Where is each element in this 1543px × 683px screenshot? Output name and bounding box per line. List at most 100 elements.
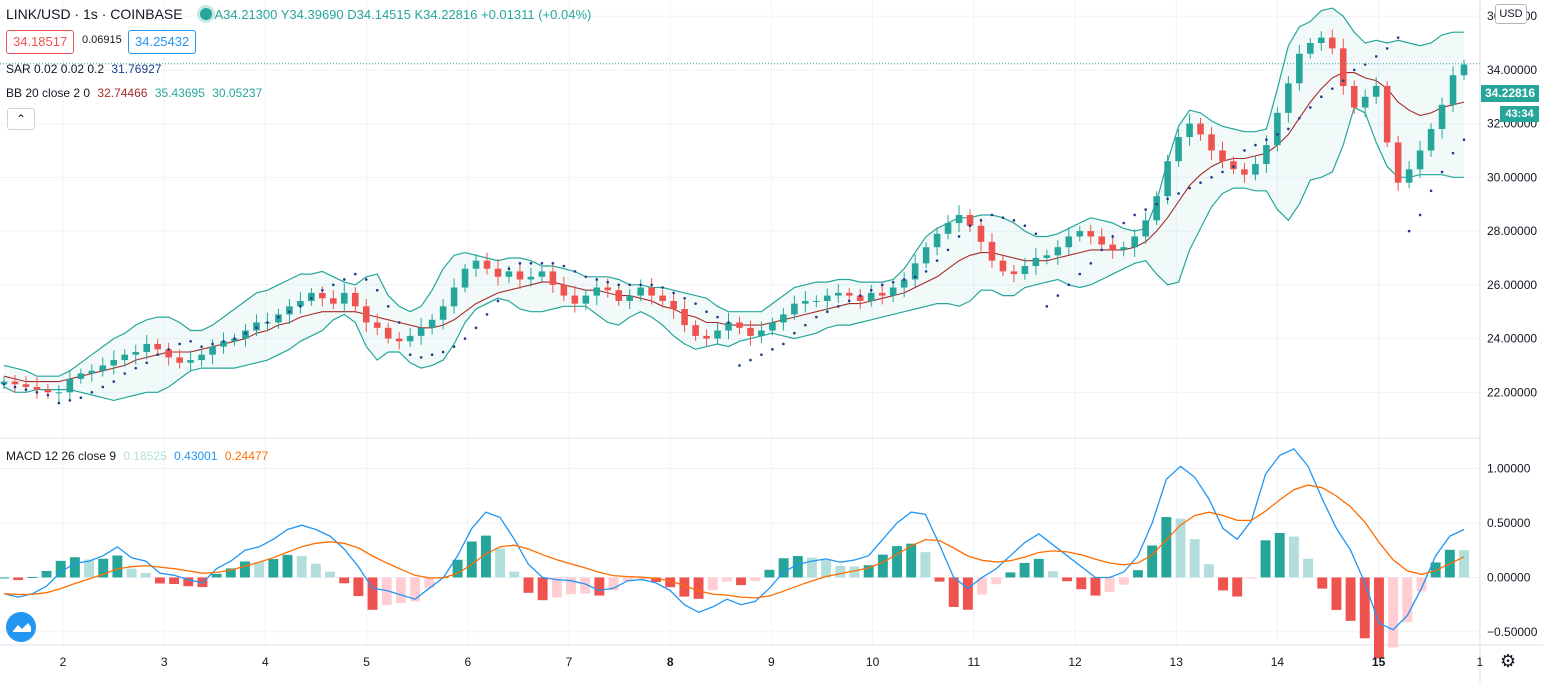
- macd-hist-bar: [1232, 577, 1243, 597]
- candle-body: [1263, 145, 1270, 164]
- candle-body: [878, 292, 886, 296]
- sar-dot: [1309, 106, 1312, 109]
- macd-hist-bar: [1430, 562, 1441, 578]
- candle-body: [187, 360, 194, 363]
- macd-hist-bar: [27, 576, 38, 578]
- candle-body: [1043, 255, 1051, 258]
- time-tick-label: 15: [1372, 655, 1386, 669]
- collapse-legend-button[interactable]: ⌃: [7, 108, 35, 130]
- sar-dot: [386, 305, 390, 308]
- candle-body: [560, 284, 568, 296]
- sar-dot: [343, 278, 346, 281]
- candle-body: [648, 287, 655, 296]
- sar-dot: [507, 267, 511, 271]
- macd-hist-bar: [1317, 577, 1328, 589]
- candle-body: [988, 241, 996, 261]
- sar-dot: [167, 348, 170, 351]
- macd-hist-bar: [282, 554, 293, 578]
- sar-dot: [1012, 219, 1016, 222]
- candle-body: [1175, 137, 1182, 162]
- sar-legend[interactable]: SAR 0.02 0.02 0.2 31.76927: [6, 62, 161, 76]
- macd-hist-bar: [608, 577, 619, 591]
- sar-dot: [1462, 138, 1466, 142]
- sar-dot: [1210, 176, 1213, 179]
- candle-body: [1153, 196, 1160, 221]
- sar-dot: [233, 337, 236, 340]
- macd-tick-label: 0.00000: [1487, 570, 1531, 584]
- macd-hist-bar: [1133, 570, 1143, 578]
- currency-unit-button[interactable]: USD: [1495, 4, 1527, 24]
- macd-hist-bar: [807, 557, 817, 578]
- macd-legend[interactable]: MACD 12 26 close 9 0.18525 0.43001 0.244…: [6, 449, 268, 463]
- sar-dot: [1298, 116, 1301, 120]
- parabolic-sar-series: [2, 36, 1466, 405]
- candle-body: [1109, 244, 1117, 250]
- sar-dot: [771, 348, 774, 351]
- macd-hist-bar: [636, 577, 647, 580]
- macd-hist-bar: [693, 577, 704, 599]
- candle-body: [1065, 236, 1073, 248]
- candle-body: [341, 292, 348, 304]
- candle-body: [615, 290, 623, 301]
- sar-dot: [1133, 213, 1136, 217]
- sar-dot: [1089, 262, 1093, 265]
- macd-hist-bar: [268, 559, 279, 578]
- macd-hist-bar: [1019, 562, 1030, 578]
- candle-body: [461, 268, 469, 288]
- sar-dot: [1067, 283, 1071, 287]
- sar-dot: [628, 283, 632, 287]
- sar-dot: [24, 388, 28, 391]
- sar-dot: [1001, 216, 1005, 219]
- macd-hist-bar: [1274, 532, 1285, 578]
- macd-hist-bar: [1189, 539, 1200, 578]
- sell-price-button[interactable]: 34.18517: [6, 30, 75, 54]
- candle-body: [1021, 266, 1029, 275]
- candle-body: [0, 381, 8, 385]
- macd-hist-bar: [523, 577, 534, 593]
- price-tick-label: 26.00000: [1487, 278, 1537, 292]
- macd-hist-bar: [452, 559, 463, 578]
- tradingview-logo-icon[interactable]: [6, 612, 36, 642]
- sar-dot: [1111, 235, 1115, 238]
- candle-body: [955, 214, 963, 224]
- ohlc-values: A34.21300 Y34.39690 D34.14515 K34.22816 …: [214, 7, 592, 22]
- macd-hist-bar: [480, 535, 491, 578]
- symbol-title[interactable]: LINK/USD · 1s · COINBASE: [6, 6, 183, 22]
- candle-body: [900, 279, 908, 288]
- macd-hist-bar: [1033, 558, 1044, 578]
- price-axis-labels: 22.00000 24.00000 26.00000 28.00000 30.00000…: [1487, 9, 1538, 639]
- sar-dot: [46, 393, 50, 397]
- candle-body: [88, 370, 96, 374]
- candle-body: [856, 295, 864, 301]
- macd-value: 0.43001: [174, 449, 218, 463]
- sar-dot: [1407, 229, 1411, 233]
- sar-dot: [804, 323, 807, 327]
- candle-body: [308, 292, 315, 301]
- sar-dot: [815, 315, 818, 319]
- bb-legend[interactable]: BB 20 close 2 0 32.74466 35.43695 30.052…: [6, 86, 262, 100]
- candle-body: [472, 260, 480, 269]
- candle-body: [297, 300, 304, 307]
- bollinger-upper-line: [3, 7, 1464, 377]
- candle-body: [999, 260, 1007, 272]
- candle-body: [516, 271, 524, 280]
- buy-price-button[interactable]: 34.25432: [128, 30, 197, 54]
- macd-tick-label: 0.50000: [1487, 516, 1531, 530]
- sar-dot: [145, 361, 149, 365]
- macd-hist-bar: [665, 577, 676, 588]
- candle-body: [571, 295, 579, 304]
- macd-hist-bar: [778, 558, 789, 578]
- candle-body: [659, 295, 666, 301]
- candle-body: [450, 287, 458, 307]
- sar-dot: [968, 224, 972, 228]
- gear-icon[interactable]: ⚙: [1500, 651, 1517, 671]
- macd-hist-bar: [792, 555, 803, 578]
- candle-body: [933, 233, 941, 248]
- sar-dot: [375, 288, 379, 292]
- candle-body: [637, 287, 644, 296]
- candle-body: [780, 314, 787, 323]
- macd-hist-bar: [977, 577, 988, 595]
- sar-dot: [1056, 294, 1060, 297]
- candle-body: [527, 276, 535, 280]
